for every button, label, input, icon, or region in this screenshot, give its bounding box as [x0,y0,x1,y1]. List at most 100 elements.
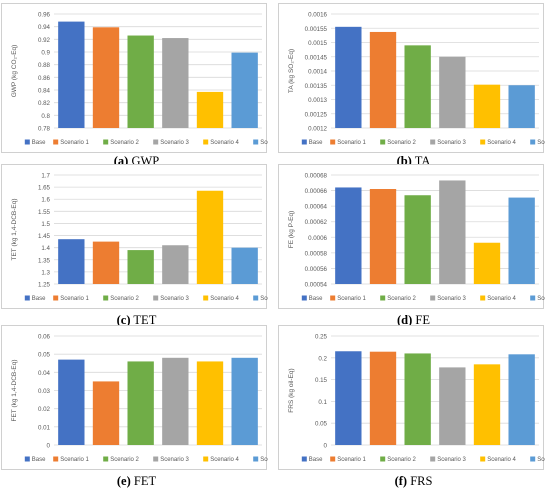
y-axis-label: FRS (kg oil-Eq) [288,368,295,412]
legend-label: Scenario 4 [210,296,239,302]
legend-label: Scenario 5 [537,140,545,146]
legend-label: Scenario 4 [210,140,239,146]
legend-swatch [24,456,30,462]
bar-scenario-1 [92,27,120,128]
legend-label: Scenario 5 [537,457,545,463]
y-tick-label: 0.00058 [305,250,328,257]
bar-scenario-2 [127,35,154,128]
legend-label: Scenario 3 [160,457,189,463]
legend-swatch [53,139,59,145]
y-tick-label: 0.2 [318,355,327,362]
y-tick-label: 0.0006 [308,235,327,242]
legend-label: Scenario 1 [337,140,366,146]
legend-label: Scenario 2 [110,140,139,146]
caption-fe: (d) FE [397,313,430,327]
legend-label: Scenario 5 [260,457,268,463]
bar-base [58,359,85,445]
y-tick-label: 1.5 [41,221,50,228]
bar-scenario-2 [404,45,431,128]
y-tick-label: 0.0013 [308,97,327,104]
legend-swatch [530,456,536,462]
y-tick-label: 1.55 [38,209,51,216]
bar-scenario-4 [473,84,501,128]
y-tick-label: 0.00064 [305,204,328,211]
y-tick-label: 0.00155 [305,26,328,33]
y-tick-label: 0.0016 [308,12,327,19]
legend-label: Scenario 3 [437,457,466,463]
legend-label: Base [32,457,46,463]
chart-tet: 1.25 1.3 1.35 1.4 1.45 1.5 1.55 1.6 1.65 1.7 TET (… [11,173,290,303]
legend-swatch [301,139,307,145]
legend-swatch [24,139,30,145]
bar-base [58,21,85,129]
legend-swatch [153,456,159,462]
legend-swatch [380,295,386,301]
y-axis-label: FET (kg 1,4-DCB-Eq) [11,359,18,421]
bar-scenario-1 [369,31,397,128]
bar-base [335,187,362,284]
y-axis-label: TA (kg SO₂-Eq) [288,49,295,93]
bar-scenario-5 [508,85,535,128]
chart-panel-fet: 0 0.01 0.02 0.03 0.04 0.05 0.06 FET (kg 1,4-DCB… [1,325,290,470]
y-tick-label: 0.00145 [305,54,328,61]
bar-scenario-5 [231,247,258,284]
legend-swatch [203,295,209,301]
legend-label: Scenario 5 [260,296,268,302]
y-tick-label: 0.03 [38,388,51,395]
y-tick-label: 0.00135 [305,83,328,90]
legend-swatch [301,295,307,301]
bar-scenario-1 [369,351,397,445]
legend-swatch [153,139,159,145]
bar-scenario-1 [92,241,120,284]
bar-scenario-3 [439,180,466,284]
legend-label: Scenario 2 [110,457,139,463]
legend-label: Scenario 1 [60,457,89,463]
legend-swatch [203,139,209,145]
bar-scenario-5 [508,197,535,284]
y-axis-label: GWP (kg CO₂-Eq) [11,45,18,98]
legend-label: Scenario 5 [260,140,268,146]
legend-label: Base [32,296,46,302]
y-tick-label: 1.4 [41,245,50,252]
bar-scenario-3 [439,367,466,445]
legend-label: Scenario 2 [110,296,139,302]
bar-scenario-4 [473,242,501,284]
y-tick-label: 0.00068 [305,173,328,180]
bar-scenario-5 [231,52,258,129]
legend-swatch [480,139,486,145]
legend-swatch [301,456,307,462]
chart-gwp: 0.78 0.8 0.82 0.84 0.86 0.88 0.9 0.92 0.94 0.96 GW… [11,12,290,147]
legend-label: Scenario 4 [487,140,516,146]
y-tick-label: 0.00056 [305,266,328,273]
legend-swatch [530,139,536,145]
legend-label: Scenario 3 [437,296,466,302]
legend-swatch [380,139,386,145]
y-tick-label: 0.04 [38,370,51,377]
bar-scenario-2 [404,353,431,445]
y-tick-label: 0.0015 [308,40,327,47]
legend-swatch [330,295,336,301]
bar-scenario-2 [404,195,431,284]
chart-panel-fe: 0.00054 0.00056 0.00058 0.0006 0.00062 0.0006… [278,164,550,309]
bar-scenario-1 [369,189,397,284]
legend-swatch [203,456,209,462]
y-tick-label: 1.7 [41,173,50,180]
legend-swatch [430,456,436,462]
y-tick-label: 0 [324,443,328,450]
y-tick-label: 1.35 [38,257,51,264]
y-tick-label: 0.94 [38,24,51,31]
legend-swatch [430,295,436,301]
legend-label: Base [309,457,323,463]
legend-swatch [24,295,30,301]
y-tick-label: 0.01 [38,424,51,431]
chart-fet: 0 0.01 0.02 0.03 0.04 0.05 0.06 FET (kg 1,4-DCB… [11,334,290,464]
bar-base [335,351,362,445]
chart-fe: 0.00054 0.00056 0.00058 0.0006 0.00062 0.0006… [288,173,550,303]
y-tick-label: 1.3 [41,269,50,276]
bar-scenario-2 [127,250,154,284]
y-tick-label: 0.82 [38,100,51,107]
y-tick-label: 1.25 [38,282,51,289]
y-tick-label: 0.92 [38,37,51,44]
y-tick-label: 0.8 [41,113,50,120]
y-tick-label: 0.78 [38,126,51,133]
